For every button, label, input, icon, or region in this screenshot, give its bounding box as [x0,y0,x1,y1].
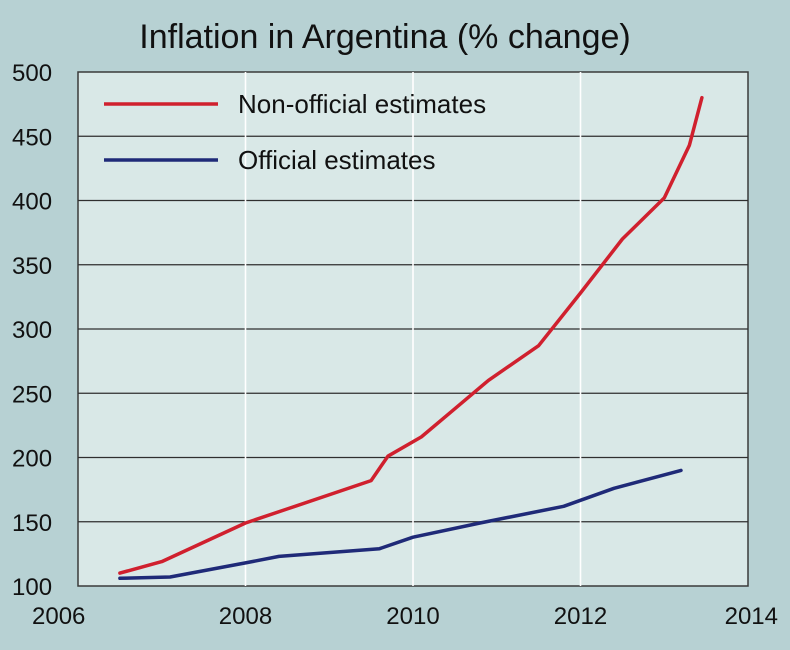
y-tick-label: 150 [12,510,52,537]
series-line [118,468,683,581]
x-tick-label: 2010 [386,603,439,630]
legend-label: Non-official estimates [238,89,486,119]
series-lines [118,95,704,581]
x-axis-ticks: 2006 2008 2010 2012 2014 [32,603,778,630]
legend: Non-official estimates Official estimates [104,89,486,175]
grid-lines [78,72,748,586]
x-tick-label: 2006 [32,603,85,630]
y-tick-label: 500 [12,60,52,87]
series-line [118,95,704,575]
y-tick-label: 100 [12,574,52,601]
y-tick-label: 250 [12,381,52,408]
y-tick-label: 400 [12,189,52,216]
x-tick-label: 2014 [725,603,778,630]
y-tick-label: 200 [12,446,52,473]
x-tick-label: 2008 [219,603,272,630]
chart-title: Inflation in Argentina (% change) [139,18,630,56]
y-tick-label: 350 [12,253,52,280]
legend-label: Official estimates [238,145,435,175]
y-tick-label: 450 [12,124,52,151]
y-tick-label: 300 [12,317,52,344]
y-axis-ticks: 100 150 200 250 300 350 400 450 500 [12,60,52,601]
x-tick-label: 2012 [554,603,607,630]
